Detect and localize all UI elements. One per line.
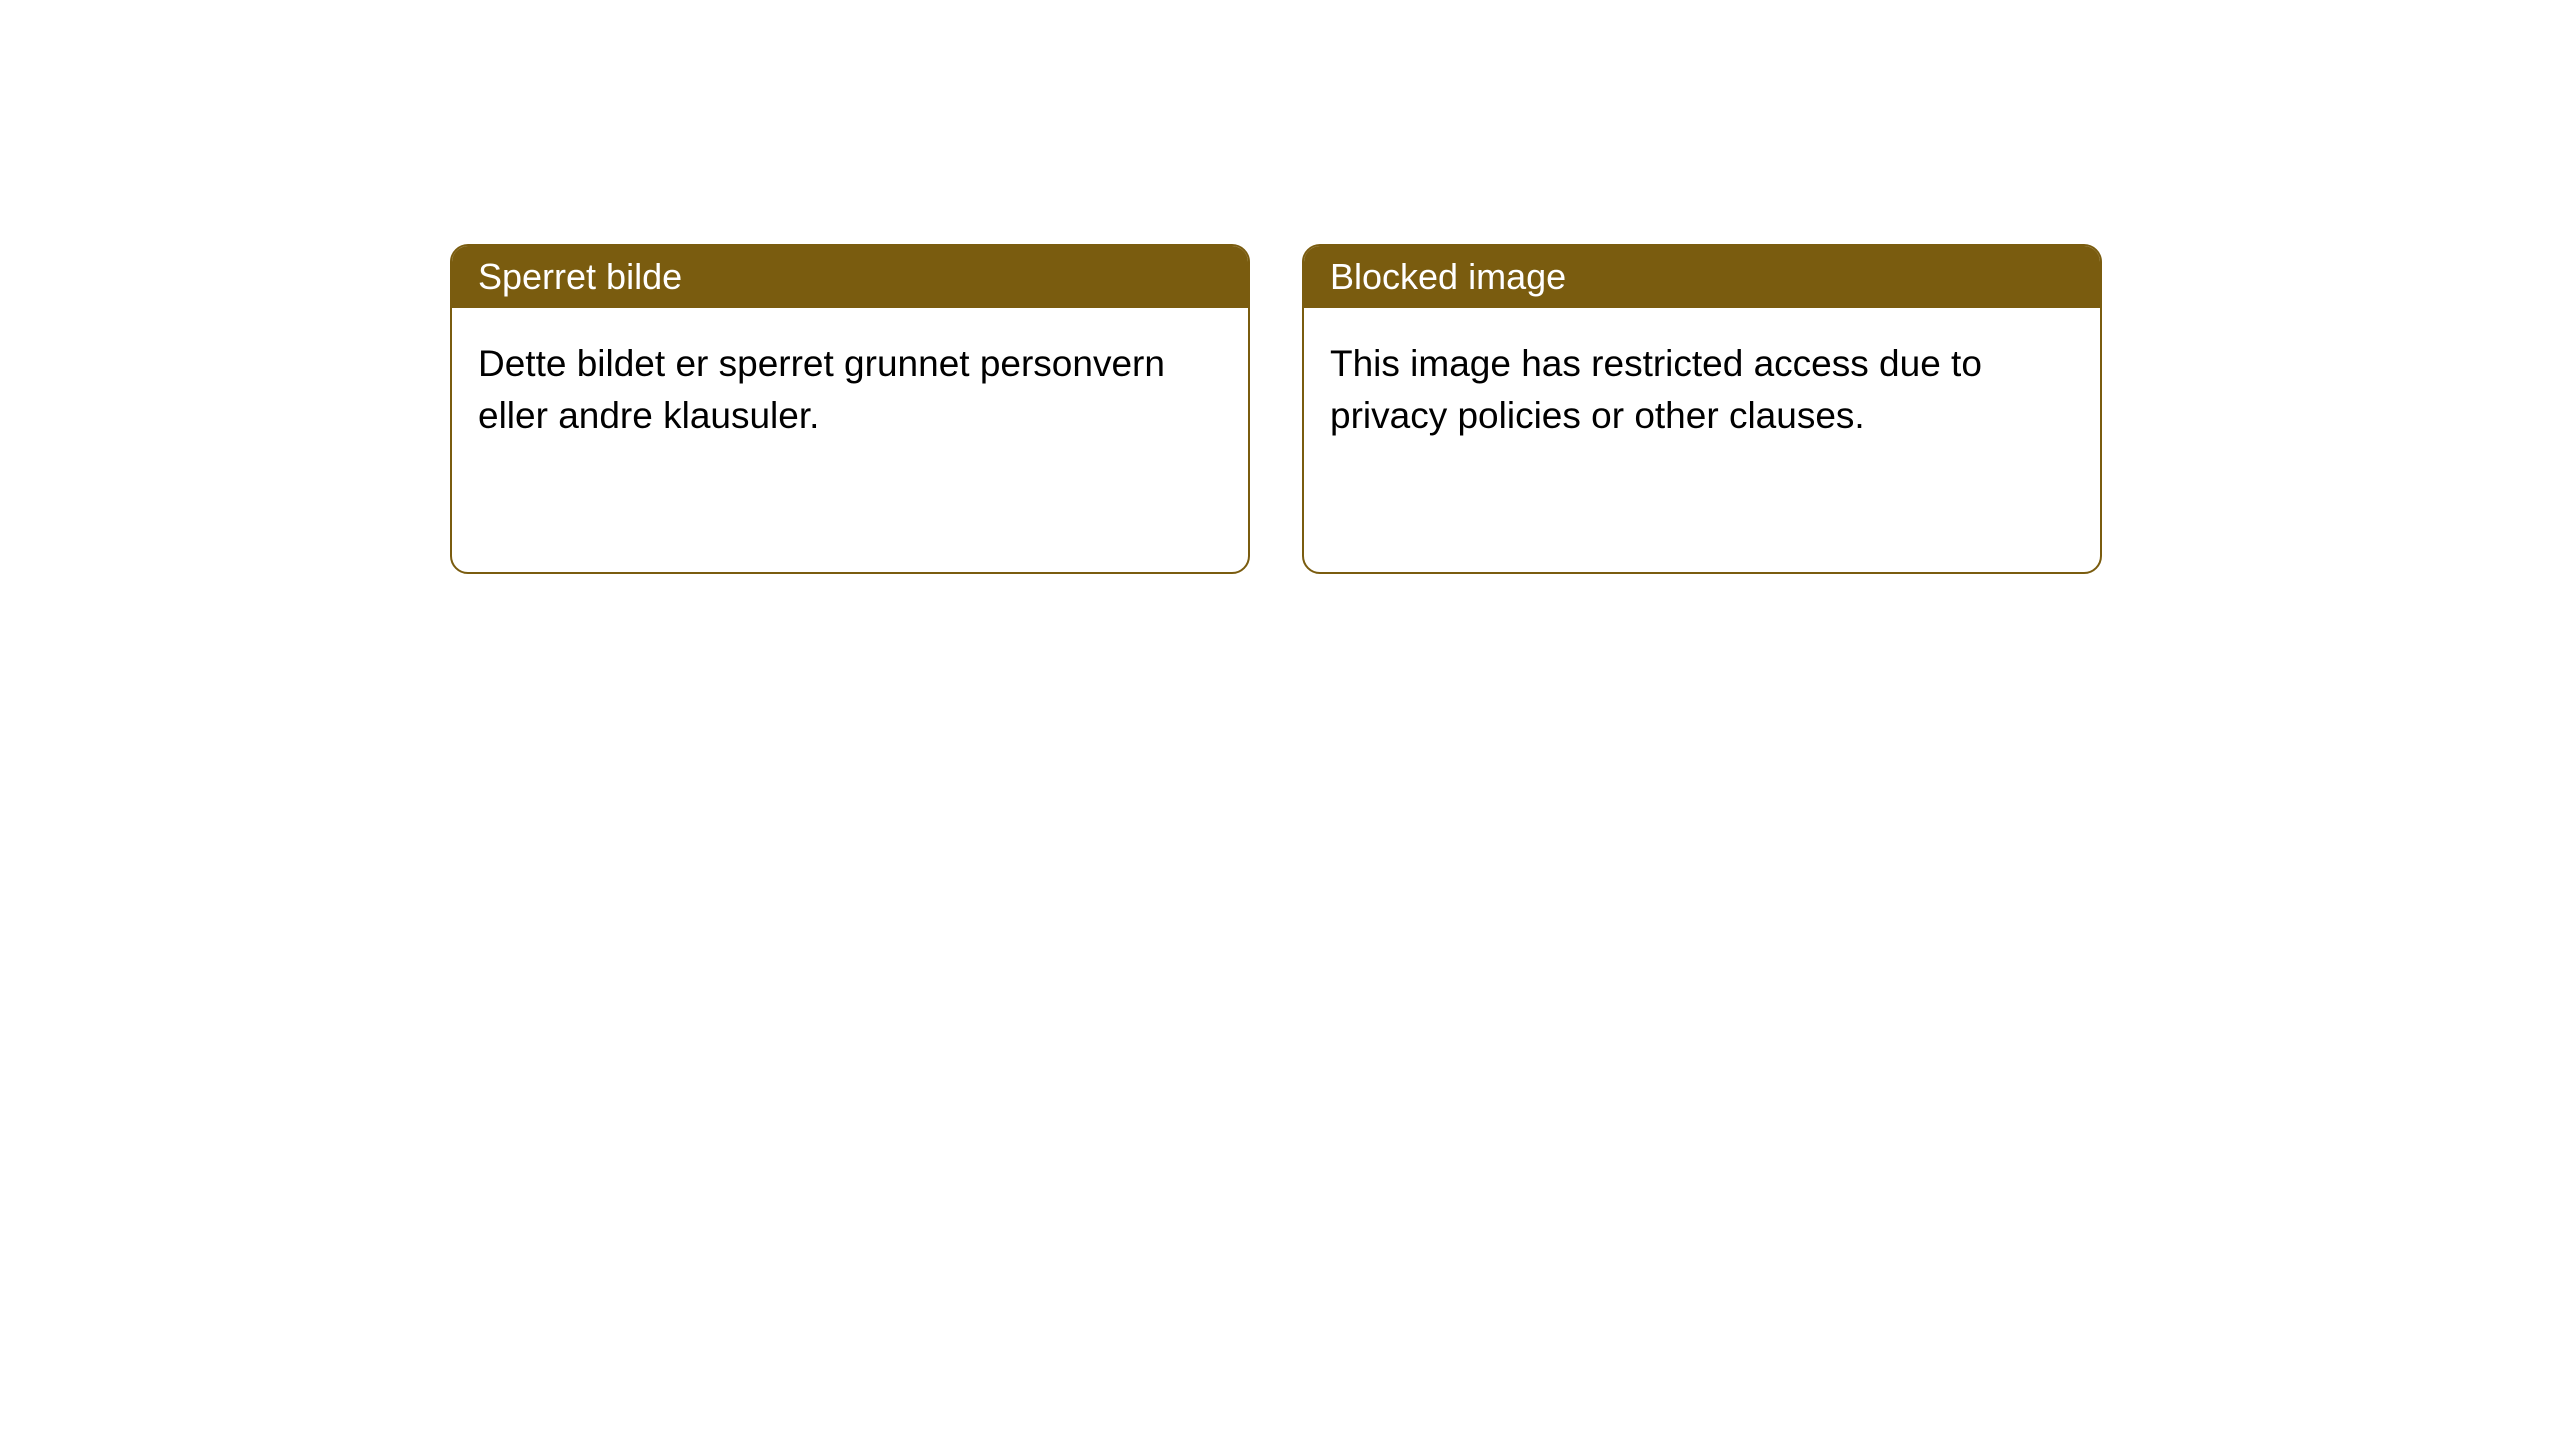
- card-header: Sperret bilde: [452, 246, 1248, 308]
- card-body: Dette bildet er sperret grunnet personve…: [452, 308, 1248, 472]
- blocked-image-card-english: Blocked image This image has restricted …: [1302, 244, 2102, 574]
- card-header: Blocked image: [1304, 246, 2100, 308]
- card-body-text: Dette bildet er sperret grunnet personve…: [478, 343, 1165, 436]
- card-header-text: Sperret bilde: [478, 256, 682, 297]
- card-header-text: Blocked image: [1330, 256, 1566, 297]
- blocked-image-card-norwegian: Sperret bilde Dette bildet er sperret gr…: [450, 244, 1250, 574]
- card-body: This image has restricted access due to …: [1304, 308, 2100, 472]
- card-body-text: This image has restricted access due to …: [1330, 343, 1982, 436]
- cards-container: Sperret bilde Dette bildet er sperret gr…: [0, 0, 2560, 574]
